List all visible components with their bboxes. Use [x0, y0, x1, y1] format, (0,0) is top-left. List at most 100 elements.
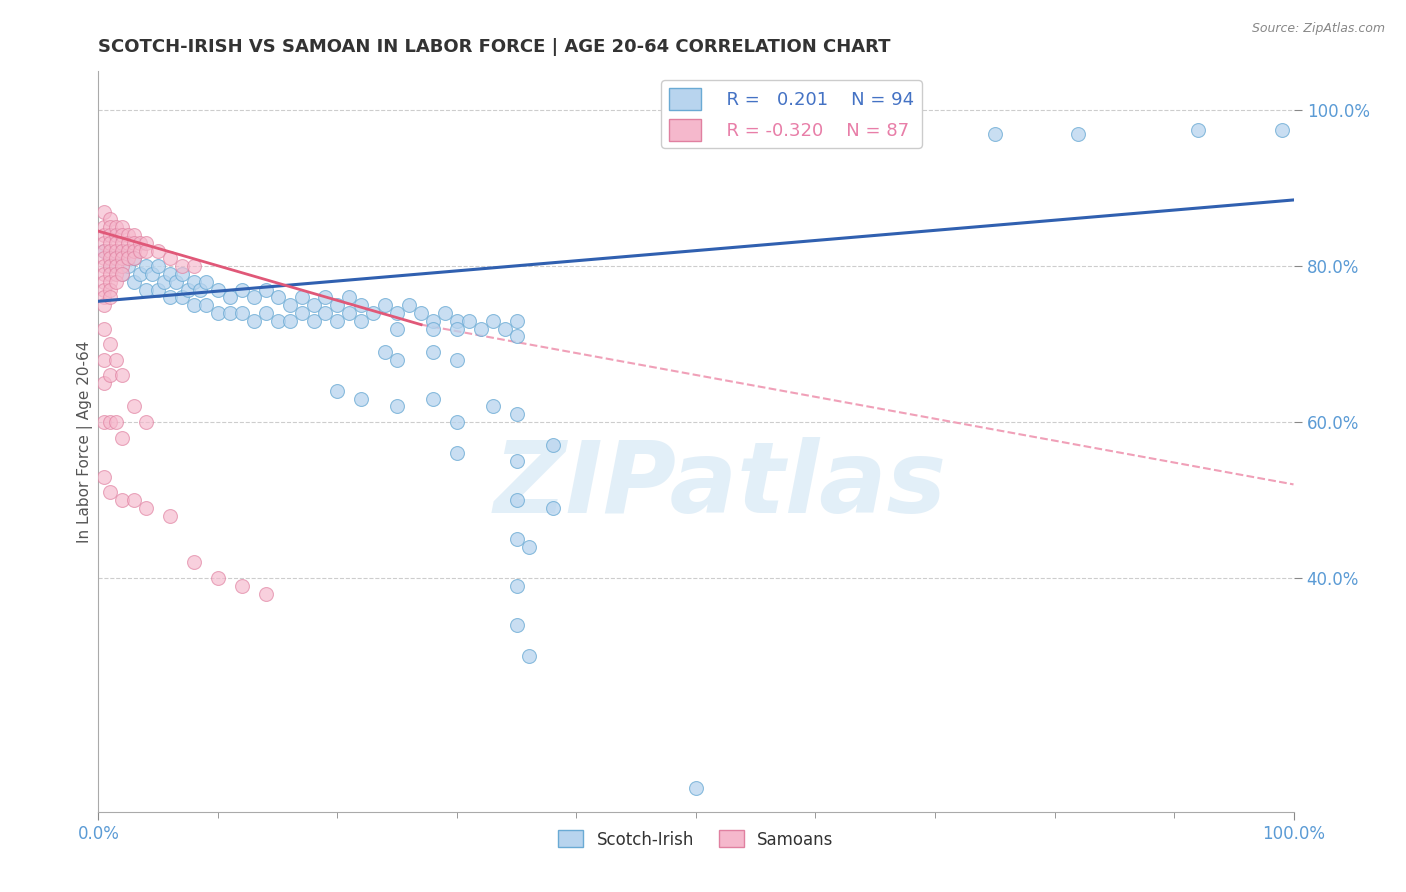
Point [506, 579, 529, 593]
Point [111, 431, 134, 445]
Point [98, 252, 122, 266]
Point [172, 259, 194, 273]
Point [506, 454, 529, 468]
Point [984, 127, 1007, 141]
Point [93, 252, 115, 266]
Point [339, 290, 361, 304]
Point [93, 415, 115, 429]
Point [374, 345, 396, 359]
Point [124, 252, 146, 266]
Point [267, 314, 290, 328]
Point [183, 275, 205, 289]
Point [207, 306, 229, 320]
Point [93, 235, 115, 250]
Point [506, 532, 529, 546]
Point [363, 306, 385, 320]
Point [159, 508, 181, 523]
Point [506, 493, 529, 508]
Point [129, 235, 152, 250]
Point [93, 204, 115, 219]
Point [93, 321, 115, 335]
Point [398, 298, 420, 312]
Point [434, 306, 457, 320]
Point [111, 267, 134, 281]
Point [124, 244, 146, 258]
Point [153, 275, 176, 289]
Point [506, 314, 529, 328]
Point [1271, 123, 1294, 137]
Point [135, 244, 157, 258]
Point [243, 290, 266, 304]
Point [93, 290, 115, 304]
Point [165, 275, 187, 289]
Point [105, 227, 128, 242]
Point [93, 267, 115, 281]
Point [458, 314, 481, 328]
Point [254, 306, 277, 320]
Point [1187, 123, 1209, 137]
Point [231, 283, 253, 297]
Point [98, 283, 122, 297]
Point [93, 259, 115, 273]
Point [93, 376, 115, 390]
Point [129, 267, 152, 281]
Point [172, 290, 194, 304]
Point [207, 571, 229, 585]
Point [105, 275, 128, 289]
Point [98, 220, 122, 235]
Point [93, 275, 115, 289]
Y-axis label: In Labor Force | Age 20-64: In Labor Force | Age 20-64 [76, 341, 93, 542]
Point [117, 227, 139, 242]
Point [93, 283, 115, 297]
Point [422, 314, 444, 328]
Point [98, 267, 122, 281]
Point [177, 283, 200, 297]
Point [494, 321, 516, 335]
Point [148, 259, 170, 273]
Point [111, 252, 134, 266]
Point [159, 252, 181, 266]
Point [135, 415, 157, 429]
Point [172, 267, 194, 281]
Point [148, 244, 170, 258]
Point [105, 235, 128, 250]
Point [385, 306, 409, 320]
Point [111, 244, 134, 258]
Point [243, 314, 266, 328]
Point [315, 306, 337, 320]
Point [117, 259, 139, 273]
Point [374, 298, 396, 312]
Point [685, 781, 707, 796]
Point [385, 352, 409, 367]
Point [105, 252, 128, 266]
Point [446, 314, 468, 328]
Point [111, 244, 134, 258]
Point [98, 368, 122, 383]
Point [105, 244, 128, 258]
Point [124, 400, 146, 414]
Point [117, 252, 139, 266]
Point [93, 244, 115, 258]
Point [291, 290, 314, 304]
Text: ZIPatlas: ZIPatlas [494, 437, 946, 534]
Point [446, 446, 468, 460]
Point [231, 306, 253, 320]
Point [385, 400, 409, 414]
Point [254, 586, 277, 600]
Point [183, 555, 205, 569]
Point [124, 252, 146, 266]
Point [183, 259, 205, 273]
Point [411, 306, 433, 320]
Point [291, 306, 314, 320]
Point [183, 298, 205, 312]
Text: Source: ZipAtlas.com: Source: ZipAtlas.com [1251, 22, 1385, 36]
Point [105, 220, 128, 235]
Point [517, 540, 540, 554]
Point [254, 283, 277, 297]
Point [339, 306, 361, 320]
Point [135, 259, 157, 273]
Point [98, 485, 122, 500]
Point [93, 244, 115, 258]
Point [422, 321, 444, 335]
Point [219, 306, 242, 320]
